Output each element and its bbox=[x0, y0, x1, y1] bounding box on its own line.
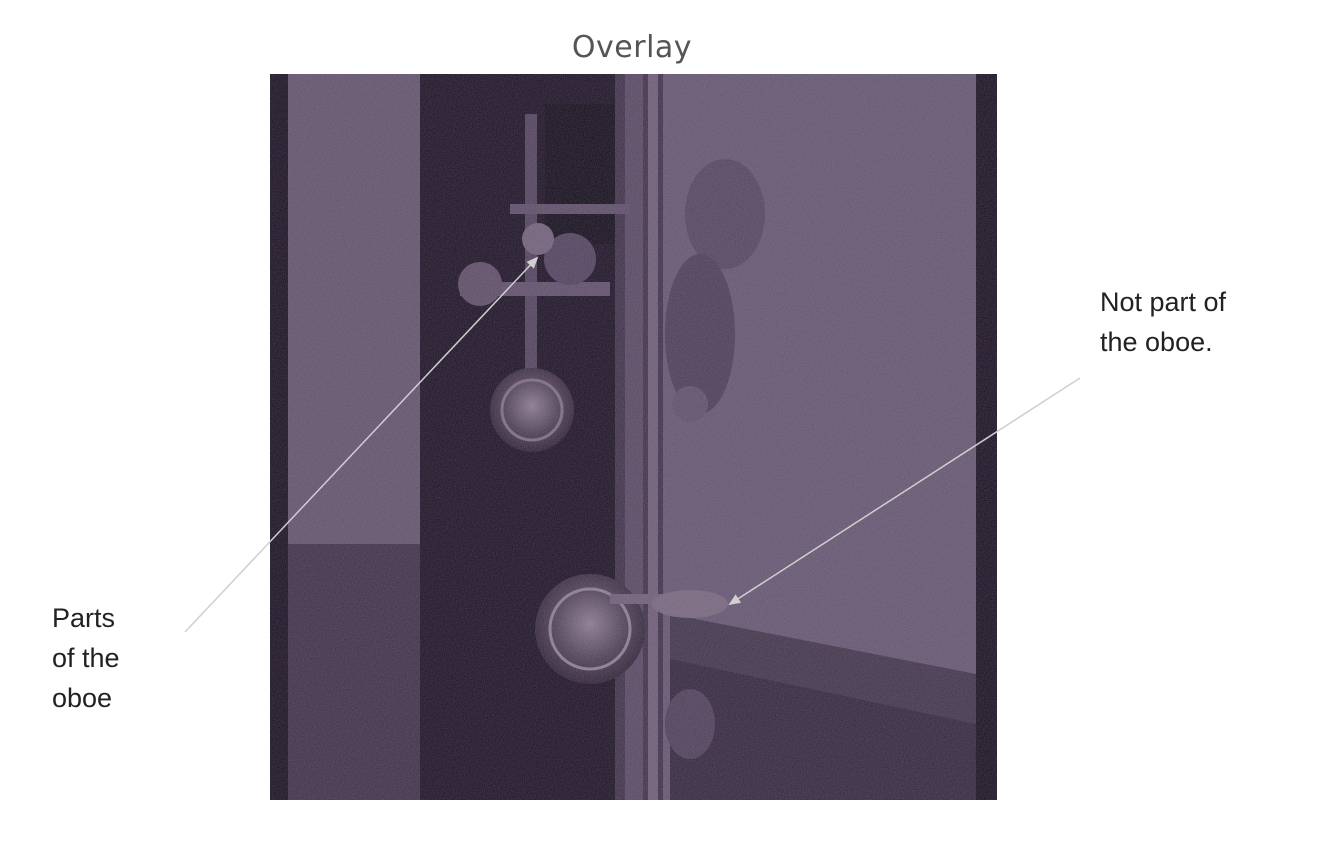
label-not-part-of-oboe: Not part of the oboe. bbox=[1100, 287, 1227, 357]
label-parts-of-oboe: Parts of the oboe bbox=[52, 603, 120, 713]
overlay-image bbox=[270, 74, 997, 800]
figure-title: Overlay bbox=[571, 30, 693, 65]
